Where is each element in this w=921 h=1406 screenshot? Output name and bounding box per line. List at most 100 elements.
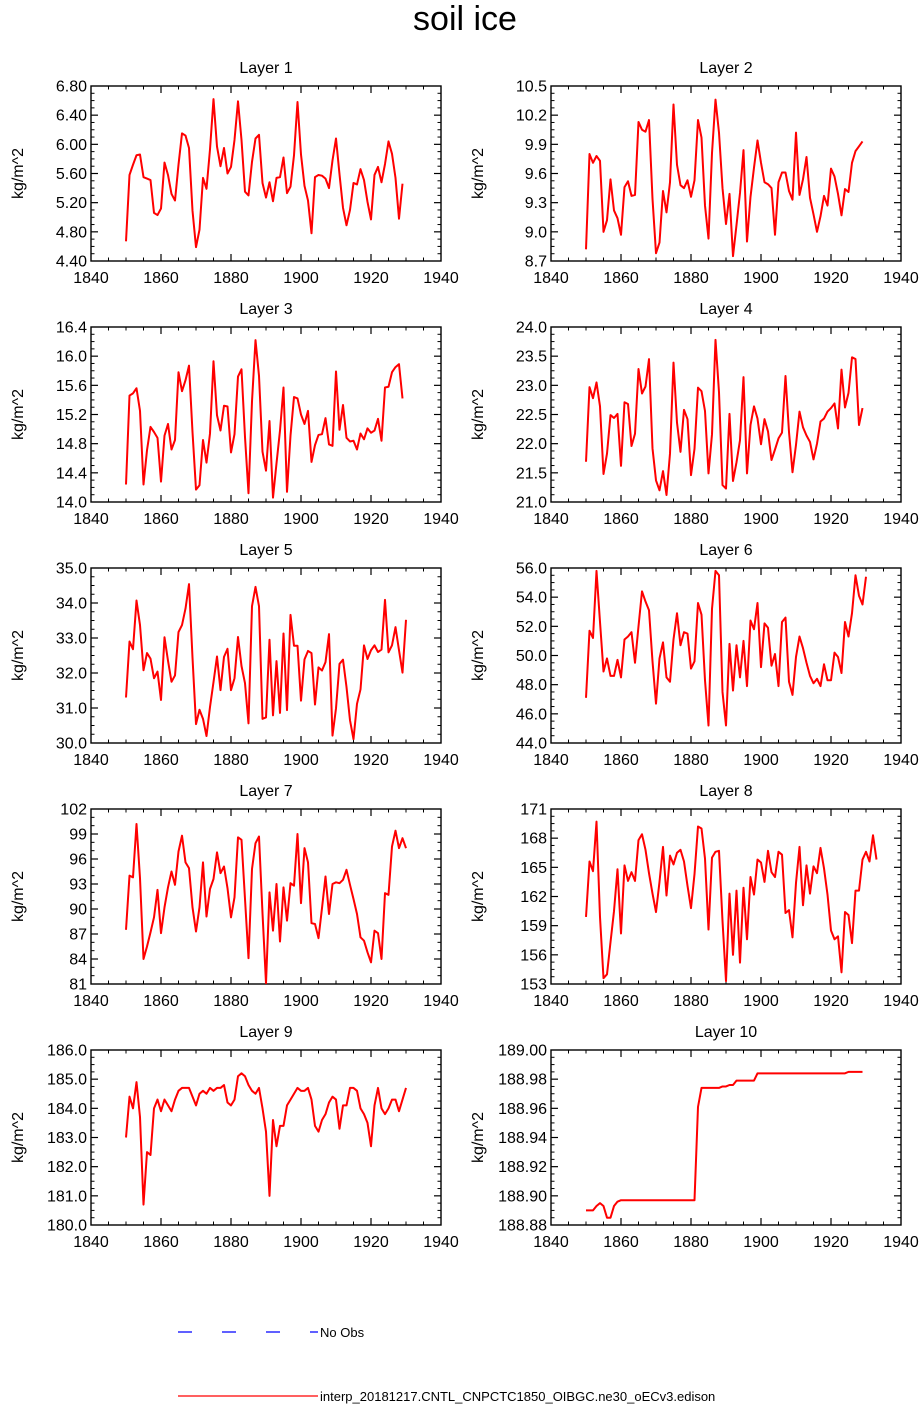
y-tick-label: 96 (69, 852, 87, 869)
y-tick-label: 188.98 (498, 1072, 547, 1089)
y-tick-label: 153 (520, 977, 547, 994)
y-axis-label: kg/m^2 (10, 871, 27, 922)
x-tick-label: 1880 (213, 993, 249, 1010)
y-tick-label: 15.6 (56, 378, 87, 395)
panel-title: Layer 2 (699, 60, 752, 77)
y-tick-label: 171 (520, 802, 547, 819)
y-tick-label: 188.88 (498, 1218, 547, 1235)
y-tick-label: 184.0 (47, 1101, 87, 1118)
x-tick-label: 1900 (283, 993, 319, 1010)
x-tick-label: 1940 (883, 752, 919, 769)
y-tick-label: 16.4 (56, 320, 87, 337)
y-axis-label: kg/m^2 (470, 630, 487, 681)
main-title: soil ice (413, 0, 517, 38)
y-tick-label: 81 (69, 977, 87, 994)
panel-layer-10: Layer 10 kg/m^2 1840 1860 1880 1900 1920 1940 18… (470, 1024, 919, 1251)
y-tick-label: 99 (69, 827, 87, 844)
y-tick-label: 188.92 (498, 1159, 547, 1176)
legend: No Obs interp_20181217.CNTL_CNPCTC1850_O… (178, 1325, 715, 1404)
series-line (125, 583, 407, 741)
x-tick-label: 1840 (73, 993, 109, 1010)
x-tick-label: 1940 (423, 511, 459, 528)
x-tick-label: 1860 (603, 511, 639, 528)
y-tick-label: 189.00 (498, 1043, 547, 1060)
y-tick-label: 14.8 (56, 436, 87, 453)
panel-layer-2: Layer 2 kg/m^2 1840 1860 1880 1900 1920 1940 8.7… (470, 60, 919, 287)
x-tick-label: 1940 (883, 511, 919, 528)
y-tick-label: 10.2 (516, 108, 547, 125)
x-tick-label: 1940 (423, 993, 459, 1010)
x-tick-label: 1900 (283, 752, 319, 769)
y-tick-label: 34.0 (56, 596, 87, 613)
y-tick-label: 22.5 (516, 407, 547, 424)
y-tick-label: 56.0 (516, 561, 547, 578)
series-line (585, 569, 867, 727)
x-tick-label: 1940 (883, 993, 919, 1010)
y-tick-label: 188.94 (498, 1130, 547, 1147)
y-tick-label: 168 (520, 831, 547, 848)
y-tick-label: 87 (69, 927, 87, 944)
panel-title: Layer 4 (699, 301, 752, 318)
x-tick-label: 1860 (143, 752, 179, 769)
x-tick-label: 1840 (73, 1234, 109, 1251)
x-tick-label: 1840 (533, 270, 569, 287)
y-tick-label: 14.0 (56, 495, 87, 512)
series-line (586, 1070, 863, 1219)
panel-title: Layer 7 (239, 783, 292, 800)
series-line (585, 820, 878, 983)
x-tick-label: 1900 (743, 752, 779, 769)
panel-title: Layer 6 (699, 542, 752, 559)
panel-layer-4: Layer 4 kg/m^2 1840 1860 1880 1900 1920 1940 21.… (470, 301, 919, 528)
y-tick-label: 156 (520, 947, 547, 964)
y-tick-label: 165 (520, 860, 547, 877)
x-tick-label: 1920 (813, 511, 849, 528)
y-tick-label: 33.0 (56, 631, 87, 648)
y-tick-label: 31.0 (56, 701, 87, 718)
y-tick-label: 23.5 (516, 349, 547, 366)
x-tick-label: 1840 (533, 1234, 569, 1251)
y-tick-label: 9.9 (525, 137, 547, 154)
x-tick-label: 1880 (213, 752, 249, 769)
y-tick-label: 6.00 (56, 137, 87, 154)
x-tick-label: 1840 (533, 511, 569, 528)
x-tick-label: 1900 (743, 993, 779, 1010)
panel-layer-1: Layer 1 kg/m^2 1840 1860 1880 1900 1920 1940 4.4… (10, 60, 459, 287)
panel-layer-3: Layer 3 kg/m^2 1840 1860 1880 1900 1920 1940 14.… (10, 301, 459, 528)
plot-frame (550, 85, 902, 262)
x-tick-label: 1860 (603, 993, 639, 1010)
panel-title: Layer 10 (695, 1024, 757, 1041)
y-tick-label: 188.96 (498, 1101, 547, 1118)
y-tick-label: 6.40 (56, 108, 87, 125)
y-tick-label: 44.0 (516, 736, 547, 753)
y-tick-label: 5.60 (56, 166, 87, 183)
x-tick-label: 1900 (283, 511, 319, 528)
y-tick-label: 23.0 (516, 378, 547, 395)
y-tick-label: 93 (69, 877, 87, 894)
x-tick-label: 1840 (533, 752, 569, 769)
legend-label-model: interp_20181217.CNTL_CNPCTC1850_OIBGC.ne… (320, 1389, 715, 1404)
series-line (585, 98, 864, 258)
x-tick-label: 1880 (213, 511, 249, 528)
x-tick-label: 1880 (213, 1234, 249, 1251)
y-tick-label: 159 (520, 918, 547, 935)
y-tick-label: 22.0 (516, 436, 547, 453)
y-tick-label: 21.0 (516, 495, 547, 512)
x-tick-label: 1860 (143, 511, 179, 528)
x-tick-label: 1840 (73, 511, 109, 528)
y-axis-label: kg/m^2 (470, 389, 487, 440)
x-tick-label: 1920 (353, 752, 389, 769)
y-tick-label: 182.0 (47, 1159, 87, 1176)
panel-title: Layer 8 (699, 783, 752, 800)
y-tick-label: 5.20 (56, 195, 87, 212)
panel-title: Layer 3 (239, 301, 292, 318)
x-tick-label: 1880 (673, 752, 709, 769)
x-tick-label: 1920 (353, 993, 389, 1010)
x-tick-label: 1860 (603, 752, 639, 769)
series-line (125, 98, 404, 249)
y-tick-label: 14.4 (56, 465, 87, 482)
x-tick-label: 1840 (73, 752, 109, 769)
y-tick-label: 84 (69, 952, 87, 969)
panel-layer-6: Layer 6 kg/m^2 1840 1860 1880 1900 1920 1940 44.… (470, 542, 919, 769)
panel-title: Layer 9 (239, 1024, 292, 1041)
